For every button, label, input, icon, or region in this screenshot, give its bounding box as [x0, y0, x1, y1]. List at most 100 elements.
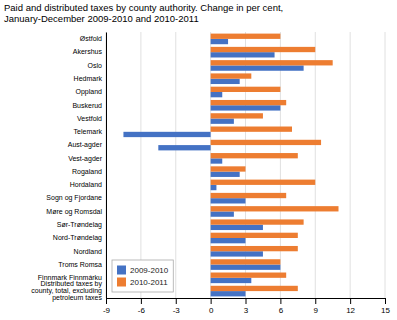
bar — [211, 34, 281, 39]
legend-label: 2010-2011 — [130, 278, 168, 287]
y-tick: Hordaland — [70, 181, 102, 188]
x-tick-mark — [106, 298, 107, 304]
y-tick-label: Hedmark — [74, 75, 103, 82]
x-axis-line — [107, 299, 386, 305]
x-tick-label: -9 — [103, 306, 111, 315]
x-axis: -9 -6 -3 0 3 6 9 12 15 — [103, 298, 391, 315]
y-tick: Akershus — [73, 48, 103, 55]
bar — [211, 291, 246, 296]
x-tick: -3 — [173, 298, 181, 315]
bar-series — [123, 39, 303, 297]
grid-line — [280, 32, 281, 298]
plot: -9 -6 -3 0 3 6 9 12 15 Østfold Akershus Oslo Hedmark… — [31, 32, 390, 315]
x-tick-label: 12 — [346, 306, 355, 315]
x-tick-label: 9 — [314, 306, 319, 315]
y-tick-label-line: Østfold — [80, 35, 102, 42]
x-tick-mark — [246, 298, 247, 304]
bar — [211, 259, 281, 264]
y-tick-label: Aust-agder — [68, 141, 103, 149]
y-tick: Nord-Trøndelag — [53, 234, 102, 242]
bar — [211, 92, 223, 97]
y-tick: Møre og Romsdal — [46, 208, 102, 216]
grid-line — [315, 32, 316, 298]
y-tick-label-line: Sør-Trøndelag — [57, 221, 102, 229]
grid-line — [106, 32, 107, 298]
y-tick: Sør-Trøndelag — [57, 221, 102, 229]
x-tick-label: -6 — [138, 306, 146, 315]
chart-container: Paid and distributed taxes by county aut… — [0, 0, 397, 320]
bar — [211, 127, 292, 132]
y-tick: Vestfold — [77, 115, 102, 122]
bar — [211, 193, 287, 198]
bar — [211, 286, 298, 291]
y-tick-label: Oppland — [76, 88, 103, 96]
y-tick-label-line: Hordaland — [70, 181, 102, 188]
bar — [211, 166, 246, 171]
y-tick-label-line: Vestfold — [77, 115, 102, 122]
x-tick: 9 — [314, 298, 319, 315]
bar — [158, 145, 210, 150]
title-line: Paid and distributed taxes by county aut… — [4, 2, 283, 13]
y-tick: Buskerud — [72, 102, 102, 109]
legend-label: 2009-2010 — [130, 266, 169, 275]
bar — [211, 225, 263, 230]
y-tick: Sogn og Fjordane — [46, 194, 102, 202]
y-tick-label: Oslo — [88, 62, 103, 69]
y-axis-line — [106, 33, 107, 299]
bar — [211, 219, 304, 224]
y-tick-label-line: Telemark — [74, 128, 103, 135]
grid-line — [210, 32, 211, 298]
x-tick-mark — [141, 298, 142, 304]
bar — [211, 105, 281, 110]
y-tick-label: Østfold — [80, 35, 102, 42]
x-tick-label: 15 — [381, 306, 390, 315]
grid-line — [140, 32, 141, 298]
bar — [211, 153, 298, 158]
y-tick-label-line: Aust-agder — [68, 141, 103, 149]
y-tick: Telemark — [74, 128, 103, 135]
y-tick-label-line: petroleum taxes — [52, 294, 102, 302]
grid-line — [245, 32, 246, 298]
legend-swatch — [117, 278, 126, 287]
bar — [211, 273, 287, 278]
y-tick: Nordland — [74, 248, 103, 255]
y-axis: Østfold Akershus Oslo Hedmark Oppland Buskeru… — [31, 33, 106, 303]
bar — [211, 206, 339, 211]
y-tick-label-line: Buskerud — [72, 102, 102, 109]
x-tick: 0 — [209, 298, 214, 315]
y-tick-label-line: Rogaland — [72, 168, 102, 176]
y-tick-label: Møre og Romsdal — [46, 208, 102, 216]
bar — [211, 158, 223, 163]
y-tick: Oslo — [88, 62, 103, 69]
y-tick-label: Telemark — [74, 128, 103, 135]
x-tick: -6 — [138, 298, 146, 315]
x-tick: 6 — [279, 298, 284, 315]
x-tick-mark — [350, 298, 351, 304]
legend-box — [112, 260, 173, 292]
y-tick: Distributed taxes bycounty, total, exclu… — [31, 280, 102, 302]
y-tick-label-line: Nordland — [74, 248, 103, 255]
x-tick: -9 — [103, 298, 111, 315]
legend: 2009-2010 2010-2011 — [112, 260, 173, 292]
bar — [211, 113, 263, 118]
x-tick-mark — [176, 298, 177, 304]
bar — [211, 172, 240, 177]
chart-title: Paid and distributed taxes by county aut… — [4, 2, 283, 24]
x-tick: 15 — [381, 298, 390, 315]
y-tick: Hedmark — [74, 75, 103, 82]
x-tick-mark — [385, 298, 386, 304]
y-tick-label: Buskerud — [72, 102, 102, 109]
bar — [211, 52, 275, 57]
grid-line — [350, 32, 351, 298]
grid — [106, 32, 385, 298]
bar — [211, 79, 240, 84]
x-tick: 3 — [244, 298, 249, 315]
y-tick-label: Nord-Trøndelag — [53, 234, 102, 242]
y-tick-label-line: Akershus — [73, 48, 103, 55]
bar — [211, 180, 316, 185]
title-line: January-December 2009-2010 and 2010-2011 — [4, 13, 199, 24]
bar — [211, 265, 281, 270]
bar — [211, 119, 234, 124]
y-tick: Aust-agder — [68, 141, 103, 149]
grid-line — [175, 32, 176, 298]
